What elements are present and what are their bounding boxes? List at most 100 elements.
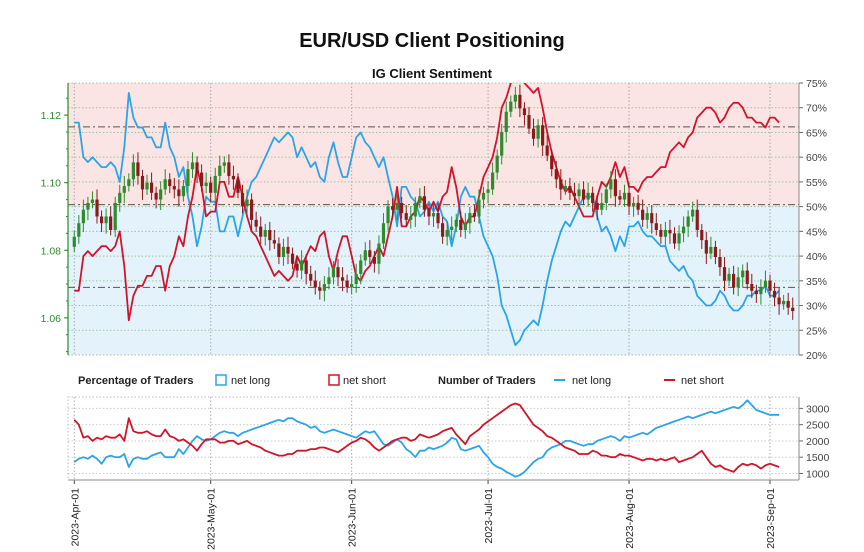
- candle-body: [372, 257, 376, 264]
- candle-body: [272, 240, 276, 244]
- right-tick-label: 55%: [806, 177, 827, 189]
- candle-body: [209, 182, 213, 193]
- candle-body: [563, 186, 567, 190]
- right-tick-label: 70%: [806, 103, 827, 115]
- candle-body: [231, 175, 236, 180]
- candle-body: [672, 233, 677, 244]
- candle-body: [741, 270, 745, 278]
- candle-body: [172, 186, 176, 190]
- left-tick-label: 1.10: [41, 178, 62, 190]
- candle-body: [281, 246, 286, 258]
- candle-body: [250, 199, 254, 220]
- candle-body: [777, 297, 781, 305]
- net-short-zone: [68, 83, 799, 207]
- x-tick-label: 2023-Jul-01: [483, 488, 495, 544]
- candle-body: [463, 223, 467, 230]
- candle-body: [763, 280, 768, 288]
- candle-body: [754, 290, 758, 295]
- candle-body: [445, 229, 449, 237]
- candle-body: [750, 284, 754, 291]
- candle-body: [72, 236, 76, 247]
- candle-body: [95, 199, 99, 217]
- lower-gridlines: [67, 396, 800, 481]
- candle-body: [213, 175, 217, 193]
- candle-body: [277, 243, 281, 258]
- candle-body: [704, 240, 708, 254]
- candle-body: [572, 192, 577, 197]
- candle-body: [600, 202, 604, 210]
- chart-title: EUR/USD Client Positioning: [299, 30, 565, 52]
- candle-body: [418, 196, 422, 203]
- candle-body: [631, 202, 636, 207]
- candle-body: [459, 219, 463, 230]
- upper-axes: 20% 25% 30% 35% 40% 45% 50% 55% 60% 65% 70% 75% 1.06…: [41, 78, 827, 362]
- candle-body: [145, 182, 149, 190]
- candle-body: [450, 226, 454, 230]
- right-tick-label: 35%: [806, 276, 827, 288]
- candle-body: [609, 179, 613, 190]
- candle-body: [518, 94, 522, 109]
- candle-body: [390, 206, 395, 210]
- candle-body: [395, 202, 399, 210]
- candle-body: [259, 226, 263, 237]
- candle-body: [700, 229, 704, 241]
- candle-body: [340, 277, 345, 281]
- candle-body: [477, 199, 481, 217]
- candle-body: [336, 267, 340, 278]
- candle-body: [554, 169, 558, 180]
- net-short-pct-line: [74, 83, 780, 322]
- candle-body: [140, 175, 145, 190]
- count-tick-label: 1500: [806, 452, 830, 464]
- candle-body: [381, 223, 386, 244]
- candle-body: [536, 125, 540, 139]
- candle-body: [613, 179, 617, 197]
- candle-body: [622, 192, 627, 200]
- candle-body: [691, 209, 695, 217]
- x-tick-label: 2023-Jun-01: [347, 488, 359, 547]
- x-axis: 2023-Apr-01 2023-May-01 2023-Jun-01 2023-Ju…: [68, 479, 799, 550]
- right-tick-label: 75%: [806, 78, 827, 90]
- candle-body: [768, 280, 772, 291]
- candle-body: [168, 179, 172, 187]
- candle-body: [254, 219, 258, 227]
- candle-body: [627, 192, 631, 207]
- candle-body: [177, 189, 181, 197]
- chart-subtitle: IG Client Sentiment: [372, 66, 492, 81]
- candle-body: [636, 202, 640, 210]
- candle-body: [722, 267, 727, 281]
- candle-body: [591, 192, 595, 203]
- candle-body: [122, 186, 126, 193]
- candle-body: [718, 257, 722, 268]
- candle-body: [222, 162, 226, 166]
- candle-body: [677, 233, 681, 244]
- candle-body: [663, 229, 668, 237]
- candle-body: [454, 219, 458, 227]
- candle-body: [436, 213, 440, 224]
- candle-body: [650, 213, 654, 224]
- candle-body: [541, 125, 545, 146]
- legend: Percentage of Traders net long net short…: [78, 374, 724, 387]
- count-tick-label: 3000: [806, 403, 830, 415]
- candle-body: [586, 192, 590, 200]
- candle-body: [500, 131, 504, 156]
- candle-body: [604, 189, 608, 203]
- x-tick-label: 2023-Aug-01: [624, 488, 636, 549]
- left-tick-label: 1.08: [41, 245, 62, 257]
- candle-body: [527, 115, 531, 129]
- candle-body: [104, 216, 108, 224]
- candle-body: [409, 216, 413, 220]
- candle-body: [245, 199, 249, 207]
- candle-body: [81, 209, 85, 224]
- legend-pct-short-swatch: [328, 374, 340, 386]
- candle-body: [368, 250, 372, 258]
- legend-pct-short: net short: [343, 375, 386, 387]
- candle-body: [559, 179, 563, 190]
- candle-body: [486, 189, 490, 193]
- net-short-count-line: [73, 402, 780, 473]
- candle-body: [659, 229, 663, 237]
- legend-pct-long-swatch: [215, 374, 227, 386]
- candle-body: [440, 223, 445, 237]
- candle-body: [472, 213, 477, 217]
- x-tick-label: 2023-May-01: [206, 488, 218, 550]
- candle-body: [422, 196, 427, 210]
